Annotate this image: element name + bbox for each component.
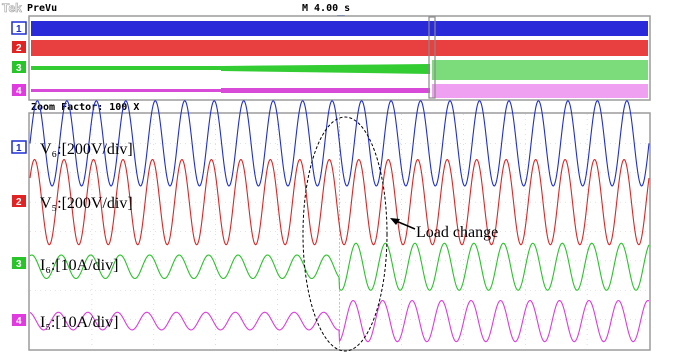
overview-marker-ch2: 2 bbox=[12, 41, 26, 54]
svg-text:3: 3 bbox=[16, 63, 22, 74]
trace-ch4 bbox=[29, 299, 650, 343]
overview-strip-ch2 bbox=[31, 40, 648, 56]
main-panel bbox=[28, 100, 651, 351]
overview-channel-markers: 1 2 3 4 bbox=[11, 21, 27, 97]
zoom-window-marker bbox=[428, 16, 436, 99]
main-marker-ch2: 2 bbox=[12, 195, 26, 208]
overview-panel bbox=[28, 15, 651, 101]
series-label-ch1: V₆:[200V/div] bbox=[40, 141, 133, 158]
trace-ch3 bbox=[29, 242, 650, 291]
brand-logo: Tek bbox=[2, 1, 22, 15]
svg-text:1: 1 bbox=[16, 143, 22, 154]
svg-text:4: 4 bbox=[16, 316, 22, 327]
header-bar bbox=[0, 0, 678, 14]
graticule bbox=[30, 114, 649, 349]
overview-strip-ch3-mid bbox=[221, 64, 430, 74]
load-change-ellipse bbox=[302, 116, 388, 352]
svg-text:4: 4 bbox=[16, 86, 22, 97]
trace-layer bbox=[29, 100, 650, 343]
series-label-ch3: I₆:[10A/div] bbox=[40, 257, 118, 274]
overview-strip-ch4-before bbox=[31, 89, 221, 92]
svg-text:2: 2 bbox=[16, 197, 22, 208]
overview-strip-ch4-after bbox=[432, 84, 648, 98]
svg-text:2: 2 bbox=[16, 43, 22, 54]
overview-strip-ch3-after bbox=[432, 60, 648, 80]
overview-marker-ch4: 4 bbox=[12, 84, 26, 97]
svg-text:1: 1 bbox=[16, 24, 22, 35]
load-change-arrow bbox=[395, 220, 416, 230]
overview-marker-ch1: 1 bbox=[11, 21, 27, 35]
overview-marker-ch3: 3 bbox=[12, 61, 26, 74]
overview-strip-ch1 bbox=[31, 21, 648, 36]
main-channel-markers: 1 2 3 4 bbox=[11, 140, 27, 327]
timebase-readout: M 4.00 s bbox=[302, 3, 350, 14]
main-marker-ch1: 1 bbox=[11, 140, 27, 154]
trace-ch1 bbox=[29, 100, 650, 187]
overview-strip-ch4-mid bbox=[221, 88, 430, 93]
mode-label: PreVu bbox=[27, 3, 57, 14]
main-marker-ch4: 4 bbox=[12, 314, 26, 327]
series-label-ch2: V₅:[200V/div] bbox=[40, 195, 133, 212]
main-marker-ch3: 3 bbox=[12, 257, 26, 270]
zoom-factor-label: Zoom Factor: 100 X bbox=[31, 102, 139, 113]
svg-text:3: 3 bbox=[16, 259, 22, 270]
trace-ch2 bbox=[29, 158, 650, 246]
overview-strip-ch3-before bbox=[31, 66, 221, 70]
series-label-ch4: I₅:[10A/div] bbox=[40, 314, 118, 331]
load-change-arrowhead bbox=[390, 218, 400, 225]
load-change-label: Load change bbox=[416, 224, 498, 241]
